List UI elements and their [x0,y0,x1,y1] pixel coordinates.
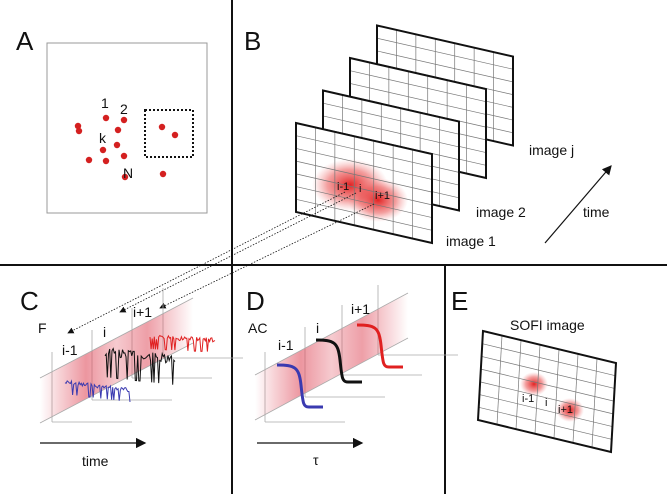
emitter-label-n: N [123,165,133,181]
emitter-dot [74,122,82,130]
zoom-region-box [144,109,194,158]
emitter-dot [158,123,166,131]
grid-line [376,50,514,83]
emitter-label-1: 1 [101,95,109,111]
emitter-dot [120,116,128,124]
emitter-dot [102,114,110,122]
sofi-frame [476,329,618,454]
frame-background [478,331,616,452]
panel-d-letter: D [246,286,265,316]
pixel-label-i-1: i-1 [337,181,349,193]
emitter-dot [99,146,107,154]
time-label-b: time [583,204,610,220]
emitter-dot [121,173,129,181]
trace-label-i: i [103,324,106,340]
time-label-c: time [82,453,109,469]
grid-line [478,406,612,440]
panel-e-letter: E [451,286,468,316]
emitter-dot [120,152,128,160]
pixel-label-i-plus-1: i+1 [375,190,390,202]
grid-line [591,358,598,448]
panel-a-letter: A [16,26,34,56]
correlation-band [40,298,193,423]
grid-line [295,148,433,180]
grid-line [515,340,522,430]
ac-label-i: i [316,320,319,336]
autocorrelation-axes [254,285,458,423]
emitter-dot [113,141,121,149]
band-edge [254,292,409,376]
intensity-blob [556,398,584,422]
grid-line [481,356,615,389]
image-frame [295,121,433,245]
ac-label-i-plus-1: i+1 [351,301,370,317]
grid-line [349,70,487,103]
grid-line [295,160,433,193]
grid-line [479,394,613,427]
grid-line [322,102,460,135]
axis-label-f: F [38,320,47,336]
grid-line [553,349,560,439]
frame-label-image-1: image 1 [446,233,496,249]
sofi-pixel-i-1: i-1 [522,393,534,405]
emitters [74,114,179,181]
time-arrow [544,165,612,244]
emitter-dot [114,126,122,134]
image-stack [295,24,514,245]
grid-line [496,335,503,425]
grid-line [534,344,541,434]
sample-field [46,42,208,214]
grid-line [322,115,460,148]
grid-line [295,173,433,206]
grid-line [482,343,616,377]
autocorrelation-i-plus-1 [356,323,403,369]
fluorescence-trace-i-plus-1 [149,334,216,352]
emitter-label-k: k [99,130,107,146]
band-edge [39,297,194,379]
frame-label-image-j: image j [529,142,574,158]
emitter-label-2: 2 [120,101,128,117]
tau-label: τ [313,452,319,468]
panel-c-letter: C [20,286,39,316]
trace-label-i-plus-1: i+1 [133,304,152,320]
emitter-dot [171,131,179,139]
grid-line [295,135,433,168]
pixel-label-i: i [359,183,361,195]
grid-line [349,83,487,115]
trace-axes [39,288,243,424]
grid-line [480,381,614,415]
sofi-pixel-i: i [545,397,547,409]
correlation-band [255,293,408,420]
projection-lines [67,191,375,334]
grid-line [376,37,514,70]
grid-line [295,198,433,231]
frame-border [295,121,433,245]
frame-border [476,329,618,454]
grid-line [572,353,579,443]
axis-label-ac: AC [248,320,267,336]
autocorrelation-i [315,338,362,384]
trace-label-i-1: i-1 [62,342,78,358]
emitter-dot [75,127,83,135]
autocorrelation-i-1 [276,363,323,409]
emitter-dot [102,157,110,165]
grid-line [480,368,614,402]
sofi-image-grid [476,329,618,454]
fluorescence-trace-i [104,347,176,385]
sofi-pixel-i-plus-1: i+1 [558,404,573,416]
grid-line [295,186,433,218]
emitter-dot [85,156,93,164]
intensity-blob [520,372,548,396]
emitter-dot [159,170,167,178]
ac-label-i-1: i-1 [278,337,294,353]
sofi-title: SOFI image [510,317,585,333]
fluorescence-trace-i-1 [64,379,131,403]
frame-label-image-2: image 2 [476,204,526,220]
panel-b-letter: B [244,26,261,56]
